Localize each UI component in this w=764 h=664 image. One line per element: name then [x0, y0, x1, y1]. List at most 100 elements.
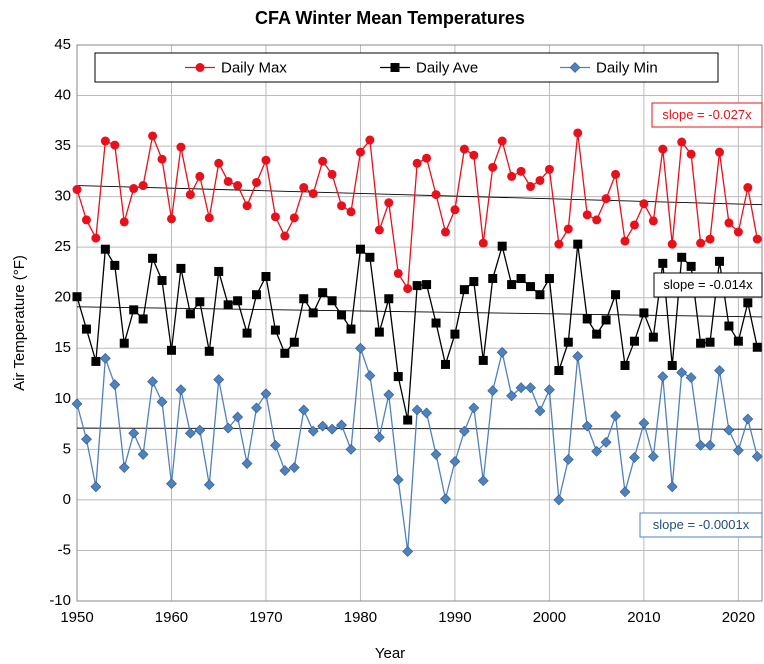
point [194, 424, 206, 436]
slope-box [639, 512, 763, 538]
slope-label: slope = -0.027x [662, 107, 752, 122]
point [175, 384, 187, 396]
point [260, 388, 272, 400]
x-tick-label: 2020 [722, 609, 755, 626]
point [138, 314, 148, 324]
point [449, 456, 461, 467]
point [629, 220, 639, 230]
point [71, 398, 83, 410]
point [742, 413, 754, 425]
point [714, 365, 725, 376]
point [233, 181, 243, 191]
point [118, 462, 130, 473]
point [308, 189, 318, 199]
point [119, 338, 129, 348]
point [318, 288, 328, 298]
point [733, 336, 743, 346]
point [184, 427, 196, 439]
point [732, 444, 744, 456]
point [685, 372, 697, 384]
point [365, 252, 375, 262]
point [308, 308, 318, 318]
point [222, 422, 234, 434]
point [582, 314, 592, 324]
point [535, 175, 545, 185]
x-tick-label: 2010 [627, 609, 660, 626]
point [185, 190, 195, 200]
point [223, 176, 233, 186]
slope-box [653, 272, 763, 298]
point [214, 266, 224, 276]
point [99, 352, 111, 364]
point [81, 324, 91, 334]
point [138, 181, 148, 191]
y-tick-label: 35 [54, 137, 71, 154]
point [299, 294, 309, 304]
point [336, 419, 347, 431]
slope-box [651, 102, 763, 128]
point [195, 171, 205, 181]
point [496, 346, 508, 358]
point [288, 462, 300, 473]
point [714, 256, 724, 266]
point [686, 261, 696, 271]
point [110, 140, 120, 150]
point [157, 154, 167, 164]
point [554, 239, 564, 249]
point [289, 213, 299, 223]
point [469, 277, 479, 287]
point [137, 448, 149, 460]
plot-border [76, 44, 763, 602]
point [109, 379, 121, 391]
point [402, 546, 414, 557]
point [657, 371, 669, 383]
point [525, 382, 536, 394]
point [289, 337, 299, 347]
point [166, 478, 177, 490]
point [611, 169, 621, 179]
point [704, 439, 716, 451]
point [752, 342, 762, 352]
point [459, 144, 469, 154]
slope-label: slope = -0.014x [663, 277, 753, 292]
point [458, 425, 470, 437]
point [251, 402, 262, 414]
point [364, 370, 376, 381]
point [269, 439, 281, 451]
point [629, 452, 640, 463]
point [403, 415, 413, 425]
point [440, 227, 450, 237]
point [431, 318, 441, 328]
point [100, 244, 110, 254]
point [166, 214, 176, 224]
point [705, 337, 715, 347]
point [488, 162, 498, 172]
point [129, 305, 139, 315]
point [601, 194, 611, 204]
point [647, 451, 659, 462]
point [147, 376, 159, 388]
point [204, 346, 214, 356]
point [393, 268, 403, 278]
point [280, 348, 290, 358]
point [497, 136, 507, 146]
point [497, 241, 507, 251]
point [204, 213, 214, 223]
point [373, 431, 385, 443]
point [421, 407, 433, 419]
point [714, 147, 724, 157]
point [403, 284, 413, 294]
point [677, 252, 687, 262]
point [526, 182, 536, 192]
point [157, 276, 167, 286]
point [535, 290, 545, 300]
point [553, 494, 565, 506]
point [148, 131, 158, 141]
point [658, 258, 668, 268]
point [573, 239, 583, 249]
point [195, 297, 205, 307]
point [526, 282, 536, 292]
point [91, 356, 101, 366]
point [582, 210, 592, 220]
point [299, 183, 309, 193]
